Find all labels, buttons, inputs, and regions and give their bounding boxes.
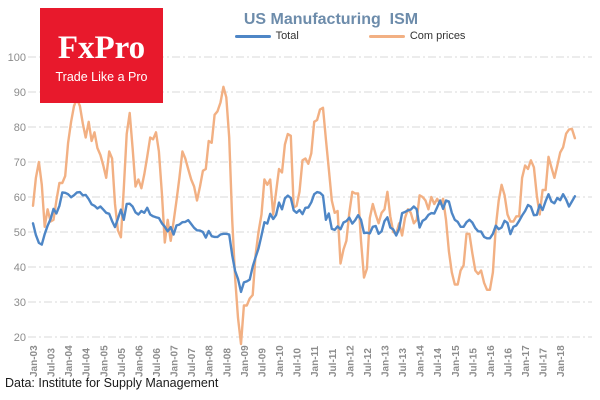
- y-axis-tick-label: 20: [14, 332, 26, 344]
- x-axis-tick-label: Jan-08: [205, 345, 216, 377]
- x-axis-tick-label: Jan-07: [170, 345, 181, 377]
- com-prices-line-swatch: [368, 34, 405, 38]
- legend-label-total: Total: [275, 30, 299, 42]
- x-axis-tick-label: Jul-06: [152, 348, 163, 377]
- x-axis-tick-label: Jul-13: [398, 348, 409, 377]
- x-axis-tick-label: Jan-16: [486, 345, 497, 377]
- x-axis-tick-label: Jan-14: [416, 345, 427, 377]
- x-axis-tick-label: Jan-06: [134, 345, 145, 377]
- x-axis-tick-label: Jul-11: [328, 348, 339, 377]
- x-axis-tick-label: Jan-05: [99, 345, 110, 377]
- y-axis-tick-label: 40: [14, 262, 26, 274]
- series-line-com-prices: [31, 85, 577, 346]
- legend-item-total: Total: [234, 30, 299, 42]
- y-axis-tick-label: 30: [14, 297, 26, 309]
- y-axis-tick-label: 50: [14, 227, 26, 239]
- x-axis-tick-label: Jul-14: [433, 348, 444, 377]
- x-axis-tick-label: Jul-12: [363, 348, 374, 377]
- y-axis-tick-label: 80: [14, 122, 26, 134]
- chart-legend: Total Com prices: [100, 30, 600, 42]
- x-axis-tick-label: Jul-09: [257, 348, 268, 377]
- fxpro-logo: FxPro Trade Like a Pro: [40, 8, 163, 103]
- x-axis-tick-label: Jul-04: [82, 348, 93, 377]
- y-axis-tick-label: 90: [14, 87, 26, 99]
- x-axis-tick-label: Jul-08: [222, 348, 233, 377]
- fxpro-logo-brand-text: FxPro: [57, 29, 146, 66]
- y-axis-tick-label: 60: [14, 192, 26, 204]
- fxpro-logo-tagline: Trade Like a Pro: [55, 69, 148, 84]
- x-axis-tick-label: Jan-10: [275, 345, 286, 377]
- x-axis-tick-label: Jul-03: [47, 348, 58, 377]
- total-line-swatch: [234, 34, 271, 38]
- chart-title: US Manufacturing ISM: [243, 11, 419, 28]
- x-axis-tick-label: Jan-09: [240, 345, 251, 377]
- x-axis-tick-label: Jul-10: [293, 348, 304, 377]
- legend-item-com-prices: Com prices: [368, 30, 466, 42]
- x-axis-tick-label: Jan-13: [380, 345, 391, 377]
- x-axis-tick-label: Jan-15: [451, 345, 462, 377]
- x-axis-tick-label: Jul-05: [117, 348, 128, 377]
- x-axis-tick-label: Jan-11: [310, 345, 321, 377]
- x-axis-tick-label: Jan-18: [556, 345, 567, 377]
- x-axis-tick-label: Jan-03: [29, 345, 40, 377]
- x-axis-tick-label: Jul-16: [503, 348, 514, 377]
- legend-label-com-prices: Com prices: [409, 30, 466, 42]
- y-axis-tick-label: 100: [8, 52, 26, 64]
- x-axis-tick-label: Jan-17: [521, 345, 532, 377]
- data-source-note: Data: Institute for Supply Management: [5, 376, 219, 390]
- x-axis-tick-label: Jul-07: [187, 348, 198, 377]
- x-axis-tick-label: Jan-04: [64, 345, 75, 377]
- x-axis-tick-label: Jan-12: [345, 345, 356, 377]
- x-axis-tick-label: Jul-15: [468, 348, 479, 377]
- x-axis-tick-label: Jul-17: [539, 348, 550, 377]
- series-line-total: [31, 190, 577, 294]
- y-axis-tick-label: 70: [14, 157, 26, 169]
